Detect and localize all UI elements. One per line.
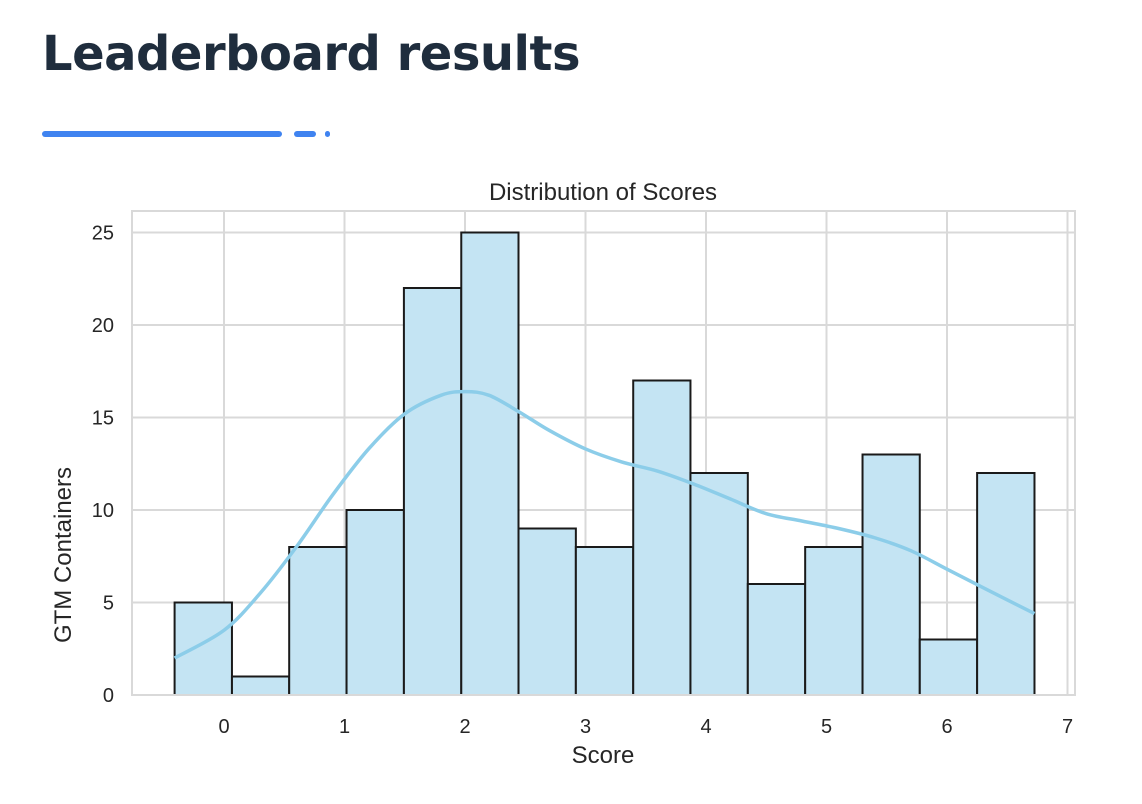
x-tick-label: 5 — [821, 716, 832, 738]
y-tick-label: 0 — [103, 685, 114, 707]
y-axis-label: GTM Containers — [50, 467, 77, 643]
histogram-bar — [976, 472, 1036, 696]
x-tick-label: 1 — [339, 716, 350, 738]
chart-title: Distribution of Scores — [489, 179, 717, 206]
kde-curve — [173, 389, 1036, 660]
x-tick-label: 7 — [1062, 716, 1073, 738]
y-tick-label: 5 — [103, 593, 114, 615]
histogram-bar — [230, 675, 291, 696]
x-axis-label: Score — [572, 742, 635, 769]
histogram-bar — [689, 472, 749, 696]
histogram-bar — [460, 231, 520, 696]
histogram-bar — [173, 601, 233, 696]
underline-bar-short — [294, 131, 316, 137]
x-tick-label: 0 — [218, 716, 229, 738]
histogram-bar — [861, 453, 921, 696]
histogram-bar — [746, 583, 807, 696]
plot-frame — [131, 210, 1076, 696]
tick-labels: 0 1 2 3 4 5 6 7 0 5 10 15 20 25 — [92, 223, 1073, 739]
histogram-bar — [402, 287, 463, 696]
x-tick-label: 3 — [580, 716, 591, 738]
x-tick-label: 4 — [700, 716, 711, 738]
histogram-bar — [517, 527, 577, 696]
underline-dot — [325, 131, 330, 137]
histogram-bar — [345, 509, 405, 696]
y-tick-label: 20 — [92, 315, 114, 337]
y-tick-label: 10 — [92, 500, 114, 522]
kde-curve-layer — [173, 389, 1036, 660]
histogram-bars — [173, 231, 1036, 696]
histogram-bar — [632, 379, 692, 696]
y-tick-label: 25 — [92, 223, 114, 245]
x-tick-label: 2 — [459, 716, 470, 738]
underline-bar-long — [42, 131, 282, 137]
y-tick-label: 15 — [92, 408, 114, 430]
histogram-svg: Distribution of Scores 0 1 2 3 4 5 6 7 0 5 10 15 20 2… — [50, 179, 1076, 769]
histogram-bar — [804, 546, 864, 696]
histogram-bar — [288, 546, 348, 696]
score-distribution-chart: Distribution of Scores 0 1 2 3 4 5 6 7 0 5 10 15 20 2… — [0, 160, 1142, 800]
histogram-bar — [574, 546, 635, 696]
x-tick-label: 6 — [941, 716, 952, 738]
page-title: Leaderboard results — [42, 26, 581, 82]
plot-border — [131, 210, 1076, 696]
histogram-bar — [918, 638, 979, 696]
